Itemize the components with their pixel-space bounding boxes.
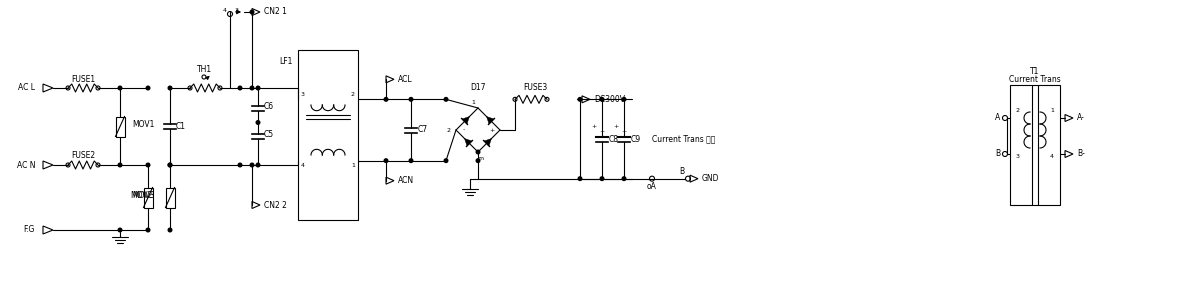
Circle shape xyxy=(384,98,388,101)
Circle shape xyxy=(600,177,603,181)
Bar xyxy=(298,50,358,220)
Circle shape xyxy=(168,228,172,232)
Text: MOV3: MOV3 xyxy=(132,191,155,200)
Circle shape xyxy=(578,177,582,181)
Circle shape xyxy=(118,163,122,167)
Circle shape xyxy=(444,159,448,162)
Text: 4: 4 xyxy=(300,163,305,168)
Bar xyxy=(1010,85,1060,205)
Text: Current Trans: Current Trans xyxy=(1009,75,1061,84)
Text: 2: 2 xyxy=(1016,108,1020,113)
Text: oA: oA xyxy=(647,182,657,191)
Text: +: + xyxy=(490,127,494,133)
Text: +: + xyxy=(600,129,605,134)
Text: 3: 3 xyxy=(235,7,239,13)
Circle shape xyxy=(147,86,150,90)
Text: B: B xyxy=(679,167,685,176)
Text: C5: C5 xyxy=(264,130,274,139)
Text: m: m xyxy=(477,156,483,160)
Text: +: + xyxy=(613,125,619,129)
Circle shape xyxy=(238,86,241,90)
Text: FUSE3: FUSE3 xyxy=(523,83,547,92)
Text: D17: D17 xyxy=(471,83,486,92)
Circle shape xyxy=(118,86,122,90)
Text: GND: GND xyxy=(702,174,719,183)
Text: FUSE1: FUSE1 xyxy=(71,75,95,84)
Text: 2: 2 xyxy=(447,127,451,133)
Text: CN2 2: CN2 2 xyxy=(264,201,286,210)
Circle shape xyxy=(257,86,260,90)
Circle shape xyxy=(250,86,254,90)
Circle shape xyxy=(444,98,448,101)
Text: 3: 3 xyxy=(300,92,305,97)
Text: C8: C8 xyxy=(609,135,619,144)
Circle shape xyxy=(250,163,254,167)
Circle shape xyxy=(257,163,260,167)
Circle shape xyxy=(578,98,582,101)
Circle shape xyxy=(168,163,172,167)
Polygon shape xyxy=(463,117,470,124)
Text: ACN: ACN xyxy=(397,176,414,185)
Bar xyxy=(143,187,153,208)
Text: +: + xyxy=(621,129,627,134)
Text: 2: 2 xyxy=(351,92,355,97)
Text: MOV2: MOV2 xyxy=(130,191,153,200)
Text: T1: T1 xyxy=(1030,67,1040,75)
Text: FUSE2: FUSE2 xyxy=(71,152,95,160)
Polygon shape xyxy=(465,139,472,146)
Text: B: B xyxy=(995,150,1001,158)
Text: AC L: AC L xyxy=(18,84,35,92)
Circle shape xyxy=(409,98,413,101)
Circle shape xyxy=(600,98,603,101)
Text: A-: A- xyxy=(1077,113,1085,123)
Text: AC N: AC N xyxy=(17,160,35,170)
Text: 1: 1 xyxy=(471,100,476,106)
Text: ACL: ACL xyxy=(397,75,413,84)
Circle shape xyxy=(250,10,254,14)
Circle shape xyxy=(147,228,150,232)
Circle shape xyxy=(257,121,260,124)
Text: +: + xyxy=(592,125,596,129)
Circle shape xyxy=(622,98,626,101)
Polygon shape xyxy=(484,139,491,146)
Bar xyxy=(166,187,175,208)
Text: TH1: TH1 xyxy=(198,65,213,75)
Circle shape xyxy=(168,86,172,90)
Circle shape xyxy=(622,177,626,181)
Text: C7: C7 xyxy=(418,125,428,135)
Text: Current Trans 연결: Current Trans 연결 xyxy=(652,135,716,144)
Circle shape xyxy=(477,150,480,154)
Text: MOV1: MOV1 xyxy=(132,120,154,129)
Text: 3: 3 xyxy=(1016,154,1020,158)
Circle shape xyxy=(147,163,150,167)
Bar xyxy=(116,117,124,137)
Text: LF1: LF1 xyxy=(279,57,293,67)
Text: A: A xyxy=(995,113,1001,123)
Text: 4: 4 xyxy=(224,7,227,13)
Text: -: - xyxy=(463,127,465,133)
Circle shape xyxy=(409,159,413,162)
Circle shape xyxy=(168,163,172,167)
Text: B-: B- xyxy=(1077,150,1085,158)
Circle shape xyxy=(238,163,241,167)
Circle shape xyxy=(477,159,480,162)
Text: 1: 1 xyxy=(1051,108,1054,113)
Circle shape xyxy=(384,159,388,162)
Text: 1: 1 xyxy=(351,163,355,168)
Text: C6: C6 xyxy=(264,102,274,111)
Text: CN2 1: CN2 1 xyxy=(264,7,286,16)
Text: F.G: F.G xyxy=(24,226,35,234)
Text: C1: C1 xyxy=(176,122,186,131)
Polygon shape xyxy=(486,117,494,124)
Text: DC300V: DC300V xyxy=(594,95,625,104)
Circle shape xyxy=(118,228,122,232)
Text: C9: C9 xyxy=(631,135,641,144)
Text: 4: 4 xyxy=(1051,154,1054,158)
